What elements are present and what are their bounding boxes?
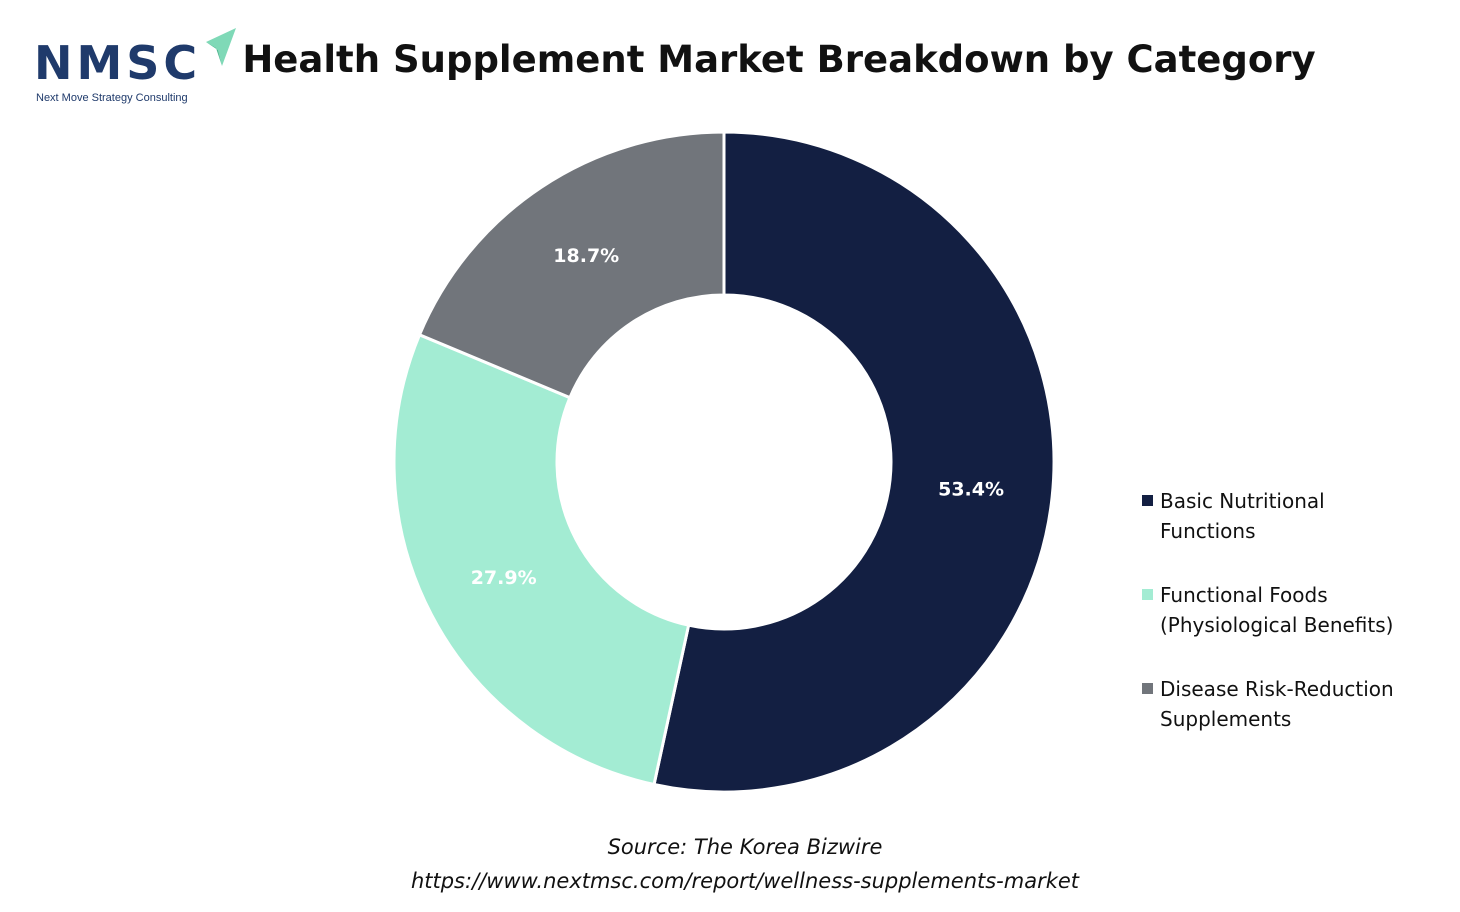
chart-legend: Basic Nutritional Functions Functional Foo… xyxy=(1142,486,1442,768)
legend-item-2: Functional Foods (Physiological Benefits) xyxy=(1142,580,1442,640)
legend-label: Disease Risk-Reduction Supplements xyxy=(1160,674,1442,734)
legend-label: Basic Nutritional Functions xyxy=(1160,486,1442,546)
legend-label-line: Basic Nutritional xyxy=(1160,489,1325,513)
legend-item-1: Basic Nutritional Functions xyxy=(1142,486,1442,546)
company-logo: NMSC Next Move Strategy Consulting xyxy=(34,28,236,108)
chart-title: Health Supplement Market Breakdown by Ca… xyxy=(242,38,1316,81)
donut-slice-1 xyxy=(652,130,1056,794)
legend-label-line: Supplements xyxy=(1160,707,1292,731)
legend-swatch xyxy=(1142,589,1153,600)
legend-label-line: Disease Risk-Reduction xyxy=(1160,677,1394,701)
legend-label: Functional Foods (Physiological Benefits) xyxy=(1160,580,1442,640)
slice-label-3: 18.7% xyxy=(553,245,619,267)
donut-slice-3 xyxy=(417,130,726,400)
slice-label-1: 53.4% xyxy=(938,478,1004,500)
legend-swatch xyxy=(1142,683,1153,694)
legend-label-line: (Physiological Benefits) xyxy=(1160,613,1394,637)
source-line: Source: The Korea Bizwire xyxy=(607,835,883,859)
legend-label-line: Functional Foods xyxy=(1160,583,1328,607)
logo-wordmark: NMSC xyxy=(34,36,202,90)
donut-slice-2 xyxy=(392,332,691,787)
source-url: https://www.nextmsc.com/report/wellness-… xyxy=(410,869,1080,893)
source-note: Source: The Korea Bizwire https://www.ne… xyxy=(0,830,1460,898)
legend-swatch xyxy=(1142,495,1153,506)
legend-item-3: Disease Risk-Reduction Supplements xyxy=(1142,674,1442,734)
legend-label-line: Functions xyxy=(1160,519,1256,543)
slice-label-2: 27.9% xyxy=(471,567,537,589)
paper-plane-icon xyxy=(206,28,236,66)
logo-tagline: Next Move Strategy Consulting xyxy=(36,92,188,104)
